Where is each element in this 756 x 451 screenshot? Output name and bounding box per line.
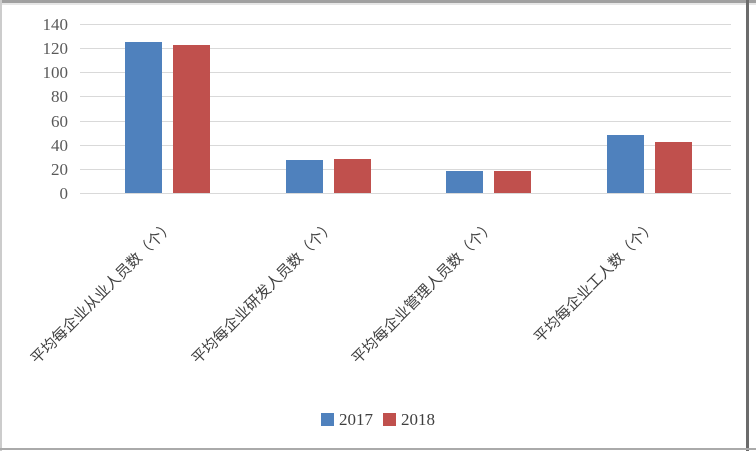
right-border xyxy=(746,0,749,451)
y-axis-tick-label: 40 xyxy=(51,135,68,155)
top-border-light xyxy=(0,3,756,5)
gridline xyxy=(80,96,731,98)
gridline xyxy=(80,168,731,170)
bar-2017-group4 xyxy=(606,135,644,193)
y-axis-tick-label: 0 xyxy=(59,184,69,203)
left-border xyxy=(0,0,2,451)
x-axis-category-label: 平均每企业研发人员数（个） xyxy=(189,218,339,368)
y-axis-tick-label: 80 xyxy=(51,87,68,107)
y-axis-tick-label: 100 xyxy=(42,63,69,83)
bar-2017-group1 xyxy=(124,42,162,193)
y-axis-tick-label: 120 xyxy=(42,39,69,59)
bar-2018-group4 xyxy=(654,142,692,193)
gridline xyxy=(80,144,731,146)
y-axis-tick-label: 140 xyxy=(42,15,69,34)
gridline xyxy=(80,120,731,122)
legend-label: 2017 xyxy=(339,409,373,429)
gridline xyxy=(80,72,731,74)
x-axis-category-label: 平均每企业管理人员数（个） xyxy=(349,218,500,368)
legend-label: 2018 xyxy=(401,409,435,429)
y-axis-tick-label: 60 xyxy=(51,111,68,131)
bar-2018-group1 xyxy=(172,44,210,193)
bar-2017-group2 xyxy=(285,160,323,193)
top-border xyxy=(0,0,756,3)
gridline xyxy=(80,193,731,194)
gridline xyxy=(80,24,731,25)
legend-item-2017: 2017 xyxy=(321,411,373,428)
bar-2018-group2 xyxy=(333,159,371,193)
legend-item-2018: 2018 xyxy=(383,411,435,428)
legend: 2017 2018 xyxy=(0,408,756,430)
x-axis-category-label: 平均每企业从业人员数（个） xyxy=(28,218,178,368)
x-axis-category-label: 平均每企业工人数（个） xyxy=(531,218,660,347)
bar-2018-group3 xyxy=(494,171,531,193)
legend-swatch-2018 xyxy=(383,412,396,426)
gridline xyxy=(80,48,731,50)
bar-2017-group3 xyxy=(446,171,483,193)
y-axis-tick-label: 20 xyxy=(51,159,68,179)
bottom-border xyxy=(0,448,756,450)
legend-swatch-2017 xyxy=(321,412,334,426)
